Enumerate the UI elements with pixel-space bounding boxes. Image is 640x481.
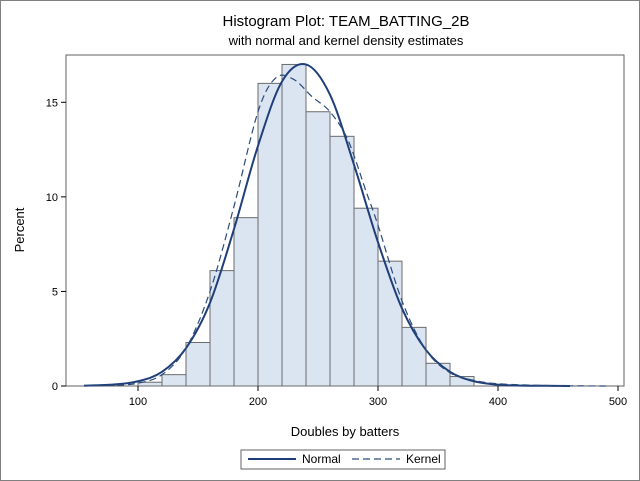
histogram-bar xyxy=(161,374,187,387)
histogram-bar xyxy=(209,270,235,387)
histogram-bar xyxy=(305,111,331,387)
histogram-bar xyxy=(185,341,211,387)
legend: Normal Kernel xyxy=(240,449,446,470)
x-tick-label: 100 xyxy=(129,396,147,408)
normal-density-curve xyxy=(83,63,571,387)
x-tick-label: 300 xyxy=(369,396,387,408)
x-tick-label: 200 xyxy=(249,396,267,408)
y-axis: 0 5 10 15 xyxy=(46,97,66,393)
legend-box xyxy=(240,449,446,470)
histogram-bar xyxy=(329,135,355,387)
density-curves xyxy=(83,63,607,387)
x-axis: 100 200 300 400 500 xyxy=(129,386,627,408)
y-tick-label: 5 xyxy=(52,286,58,298)
x-tick-label: 400 xyxy=(489,396,507,408)
chart-subtitle: with normal and kernel density estimates xyxy=(228,33,464,48)
histogram-bars xyxy=(137,63,475,387)
x-tick-label: 500 xyxy=(609,396,627,408)
y-axis-label: Percent xyxy=(12,207,27,252)
histogram-bar xyxy=(425,362,451,387)
histogram-bar xyxy=(353,207,379,387)
histogram-bar xyxy=(257,82,283,387)
legend-normal-label: Normal xyxy=(302,452,341,466)
y-tick-label: 15 xyxy=(46,97,58,109)
histogram-bar xyxy=(401,326,427,387)
legend-kernel-label: Kernel xyxy=(406,452,441,466)
y-tick-label: 0 xyxy=(52,381,58,393)
y-tick-label: 10 xyxy=(46,192,58,204)
histogram-bar xyxy=(233,217,259,387)
histogram-bar xyxy=(281,63,307,387)
x-axis-label: Doubles by batters xyxy=(291,424,400,439)
histogram-bar xyxy=(377,260,403,387)
chart-title: Histogram Plot: TEAM_BATTING_2B xyxy=(222,13,469,30)
kernel-density-curve xyxy=(83,74,607,387)
